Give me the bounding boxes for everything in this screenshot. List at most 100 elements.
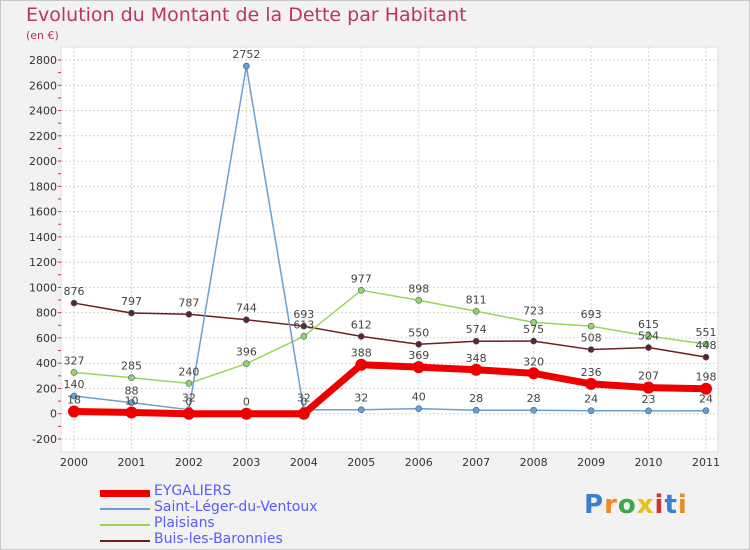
logo-letter: o bbox=[617, 490, 637, 520]
data-label-plaisians: 327 bbox=[64, 354, 85, 367]
plot-area bbox=[60, 46, 719, 453]
y-tick-label: 200 bbox=[36, 382, 57, 395]
data-label-saint-l-ger-du-ventoux: 24 bbox=[699, 393, 713, 406]
data-point-plaisians bbox=[300, 332, 308, 340]
series-line-buis-les-baronnies bbox=[73, 302, 707, 358]
x-tick-label: 2010 bbox=[635, 456, 663, 469]
y-tick-label: 2600 bbox=[29, 79, 57, 92]
data-point-saint-l-ger-du-ventoux bbox=[70, 392, 78, 400]
data-label-eygaliers: 369 bbox=[408, 349, 429, 362]
data-label-plaisians: 240 bbox=[178, 365, 199, 378]
data-label-eygaliers: 18 bbox=[67, 393, 81, 406]
legend-label: Plaisians bbox=[154, 515, 215, 531]
y-tick-label: 600 bbox=[36, 332, 57, 345]
data-point-eygaliers bbox=[125, 406, 138, 419]
proxiti-logo: Proxiti bbox=[584, 490, 688, 520]
data-point-plaisians bbox=[702, 340, 710, 348]
x-tick-label: 2001 bbox=[117, 456, 145, 469]
data-label-saint-l-ger-du-ventoux: 23 bbox=[642, 393, 656, 406]
data-point-plaisians bbox=[70, 369, 78, 376]
series-line-eygaliers bbox=[70, 361, 710, 418]
data-label-buis-les-baronnies: 508 bbox=[581, 332, 602, 345]
data-point-eygaliers bbox=[527, 367, 540, 380]
data-label-saint-l-ger-du-ventoux: 2752 bbox=[232, 48, 260, 61]
y-tick-label: 2800 bbox=[29, 54, 57, 67]
data-point-plaisians bbox=[357, 287, 365, 294]
data-label-eygaliers: 0 bbox=[300, 396, 307, 409]
y-tick-label: 2400 bbox=[29, 105, 57, 118]
data-label-eygaliers: 0 bbox=[185, 396, 192, 409]
data-point-saint-l-ger-du-ventoux bbox=[357, 406, 365, 413]
data-label-buis-les-baronnies: 448 bbox=[696, 339, 717, 352]
legend-label: EYGALIERS bbox=[154, 483, 232, 499]
data-point-plaisians bbox=[128, 374, 135, 382]
y-tick-label: 1200 bbox=[29, 256, 57, 269]
data-point-eygaliers bbox=[700, 382, 712, 395]
data-label-saint-l-ger-du-ventoux: 28 bbox=[527, 392, 541, 405]
data-point-plaisians bbox=[472, 307, 480, 315]
data-point-saint-l-ger-du-ventoux bbox=[128, 399, 135, 406]
data-label-saint-l-ger-du-ventoux: 88 bbox=[124, 385, 138, 398]
x-tick-label: 2011 bbox=[692, 456, 720, 469]
data-point-saint-l-ger-du-ventoux bbox=[415, 405, 423, 412]
logo-letter: t bbox=[664, 490, 678, 520]
y-tick-label: 2000 bbox=[29, 155, 57, 168]
data-label-plaisians: 693 bbox=[581, 308, 602, 321]
data-point-plaisians bbox=[415, 296, 423, 304]
legend-swatch bbox=[100, 540, 150, 542]
x-tick-label: 2002 bbox=[175, 456, 203, 469]
data-label-saint-l-ger-du-ventoux: 28 bbox=[469, 392, 483, 405]
chart-title: Evolution du Montant de la Dette par Hab… bbox=[26, 4, 467, 26]
data-label-plaisians: 723 bbox=[523, 304, 544, 317]
data-label-plaisians: 396 bbox=[236, 346, 257, 359]
x-tick-label: 2008 bbox=[520, 456, 548, 469]
data-point-saint-l-ger-du-ventoux bbox=[587, 407, 595, 415]
logo-letter: i bbox=[654, 490, 665, 520]
data-point-plaisians bbox=[587, 322, 595, 330]
logo-letter: r bbox=[604, 490, 618, 520]
y-tick-label: 2200 bbox=[29, 130, 57, 143]
data-label-eygaliers: 207 bbox=[638, 370, 659, 383]
data-point-buis-les-baronnies bbox=[472, 337, 480, 345]
data-point-eygaliers bbox=[470, 363, 483, 376]
y-tick-label: 800 bbox=[36, 307, 57, 320]
data-point-eygaliers bbox=[355, 358, 368, 371]
data-point-buis-les-baronnies bbox=[702, 353, 710, 361]
data-point-saint-l-ger-du-ventoux bbox=[530, 406, 537, 414]
y-tick-label: 400 bbox=[36, 357, 57, 370]
logo-letter: x bbox=[636, 490, 655, 520]
data-label-saint-l-ger-du-ventoux: 32 bbox=[297, 392, 311, 405]
data-point-buis-les-baronnies bbox=[415, 340, 423, 348]
data-label-buis-les-baronnies: 693 bbox=[293, 308, 314, 321]
legend-label: Buis-les-Baronnies bbox=[154, 531, 283, 547]
data-point-plaisians bbox=[185, 380, 193, 387]
data-label-plaisians: 898 bbox=[408, 282, 429, 295]
data-point-eygaliers bbox=[412, 361, 425, 374]
data-label-eygaliers: 236 bbox=[581, 366, 602, 379]
data-point-saint-l-ger-du-ventoux bbox=[702, 407, 710, 415]
x-tick-label: 2004 bbox=[290, 456, 318, 469]
data-point-buis-les-baronnies bbox=[300, 322, 308, 330]
legend-swatch bbox=[100, 524, 150, 526]
data-point-buis-les-baronnies bbox=[243, 316, 250, 324]
data-point-eygaliers bbox=[585, 377, 598, 390]
data-point-buis-les-baronnies bbox=[645, 344, 652, 351]
logo-letter: i bbox=[677, 490, 688, 520]
data-point-buis-les-baronnies bbox=[357, 333, 365, 340]
data-label-buis-les-baronnies: 575 bbox=[523, 323, 544, 336]
data-label-plaisians: 811 bbox=[466, 293, 487, 306]
data-point-buis-les-baronnies bbox=[185, 311, 193, 318]
data-point-saint-l-ger-du-ventoux bbox=[472, 406, 480, 414]
legend-swatch bbox=[100, 508, 150, 510]
y-tick-label: 1400 bbox=[29, 231, 57, 244]
x-tick-label: 2009 bbox=[577, 456, 605, 469]
data-label-saint-l-ger-du-ventoux: 32 bbox=[354, 392, 368, 405]
data-label-eygaliers: 198 bbox=[696, 371, 717, 384]
logo-letter: P bbox=[584, 490, 605, 520]
data-label-buis-les-baronnies: 550 bbox=[408, 326, 429, 339]
x-tick-label: 2006 bbox=[405, 456, 433, 469]
data-point-buis-les-baronnies bbox=[128, 309, 135, 317]
legend-swatch bbox=[100, 489, 150, 497]
data-label-saint-l-ger-du-ventoux: 140 bbox=[64, 378, 85, 391]
